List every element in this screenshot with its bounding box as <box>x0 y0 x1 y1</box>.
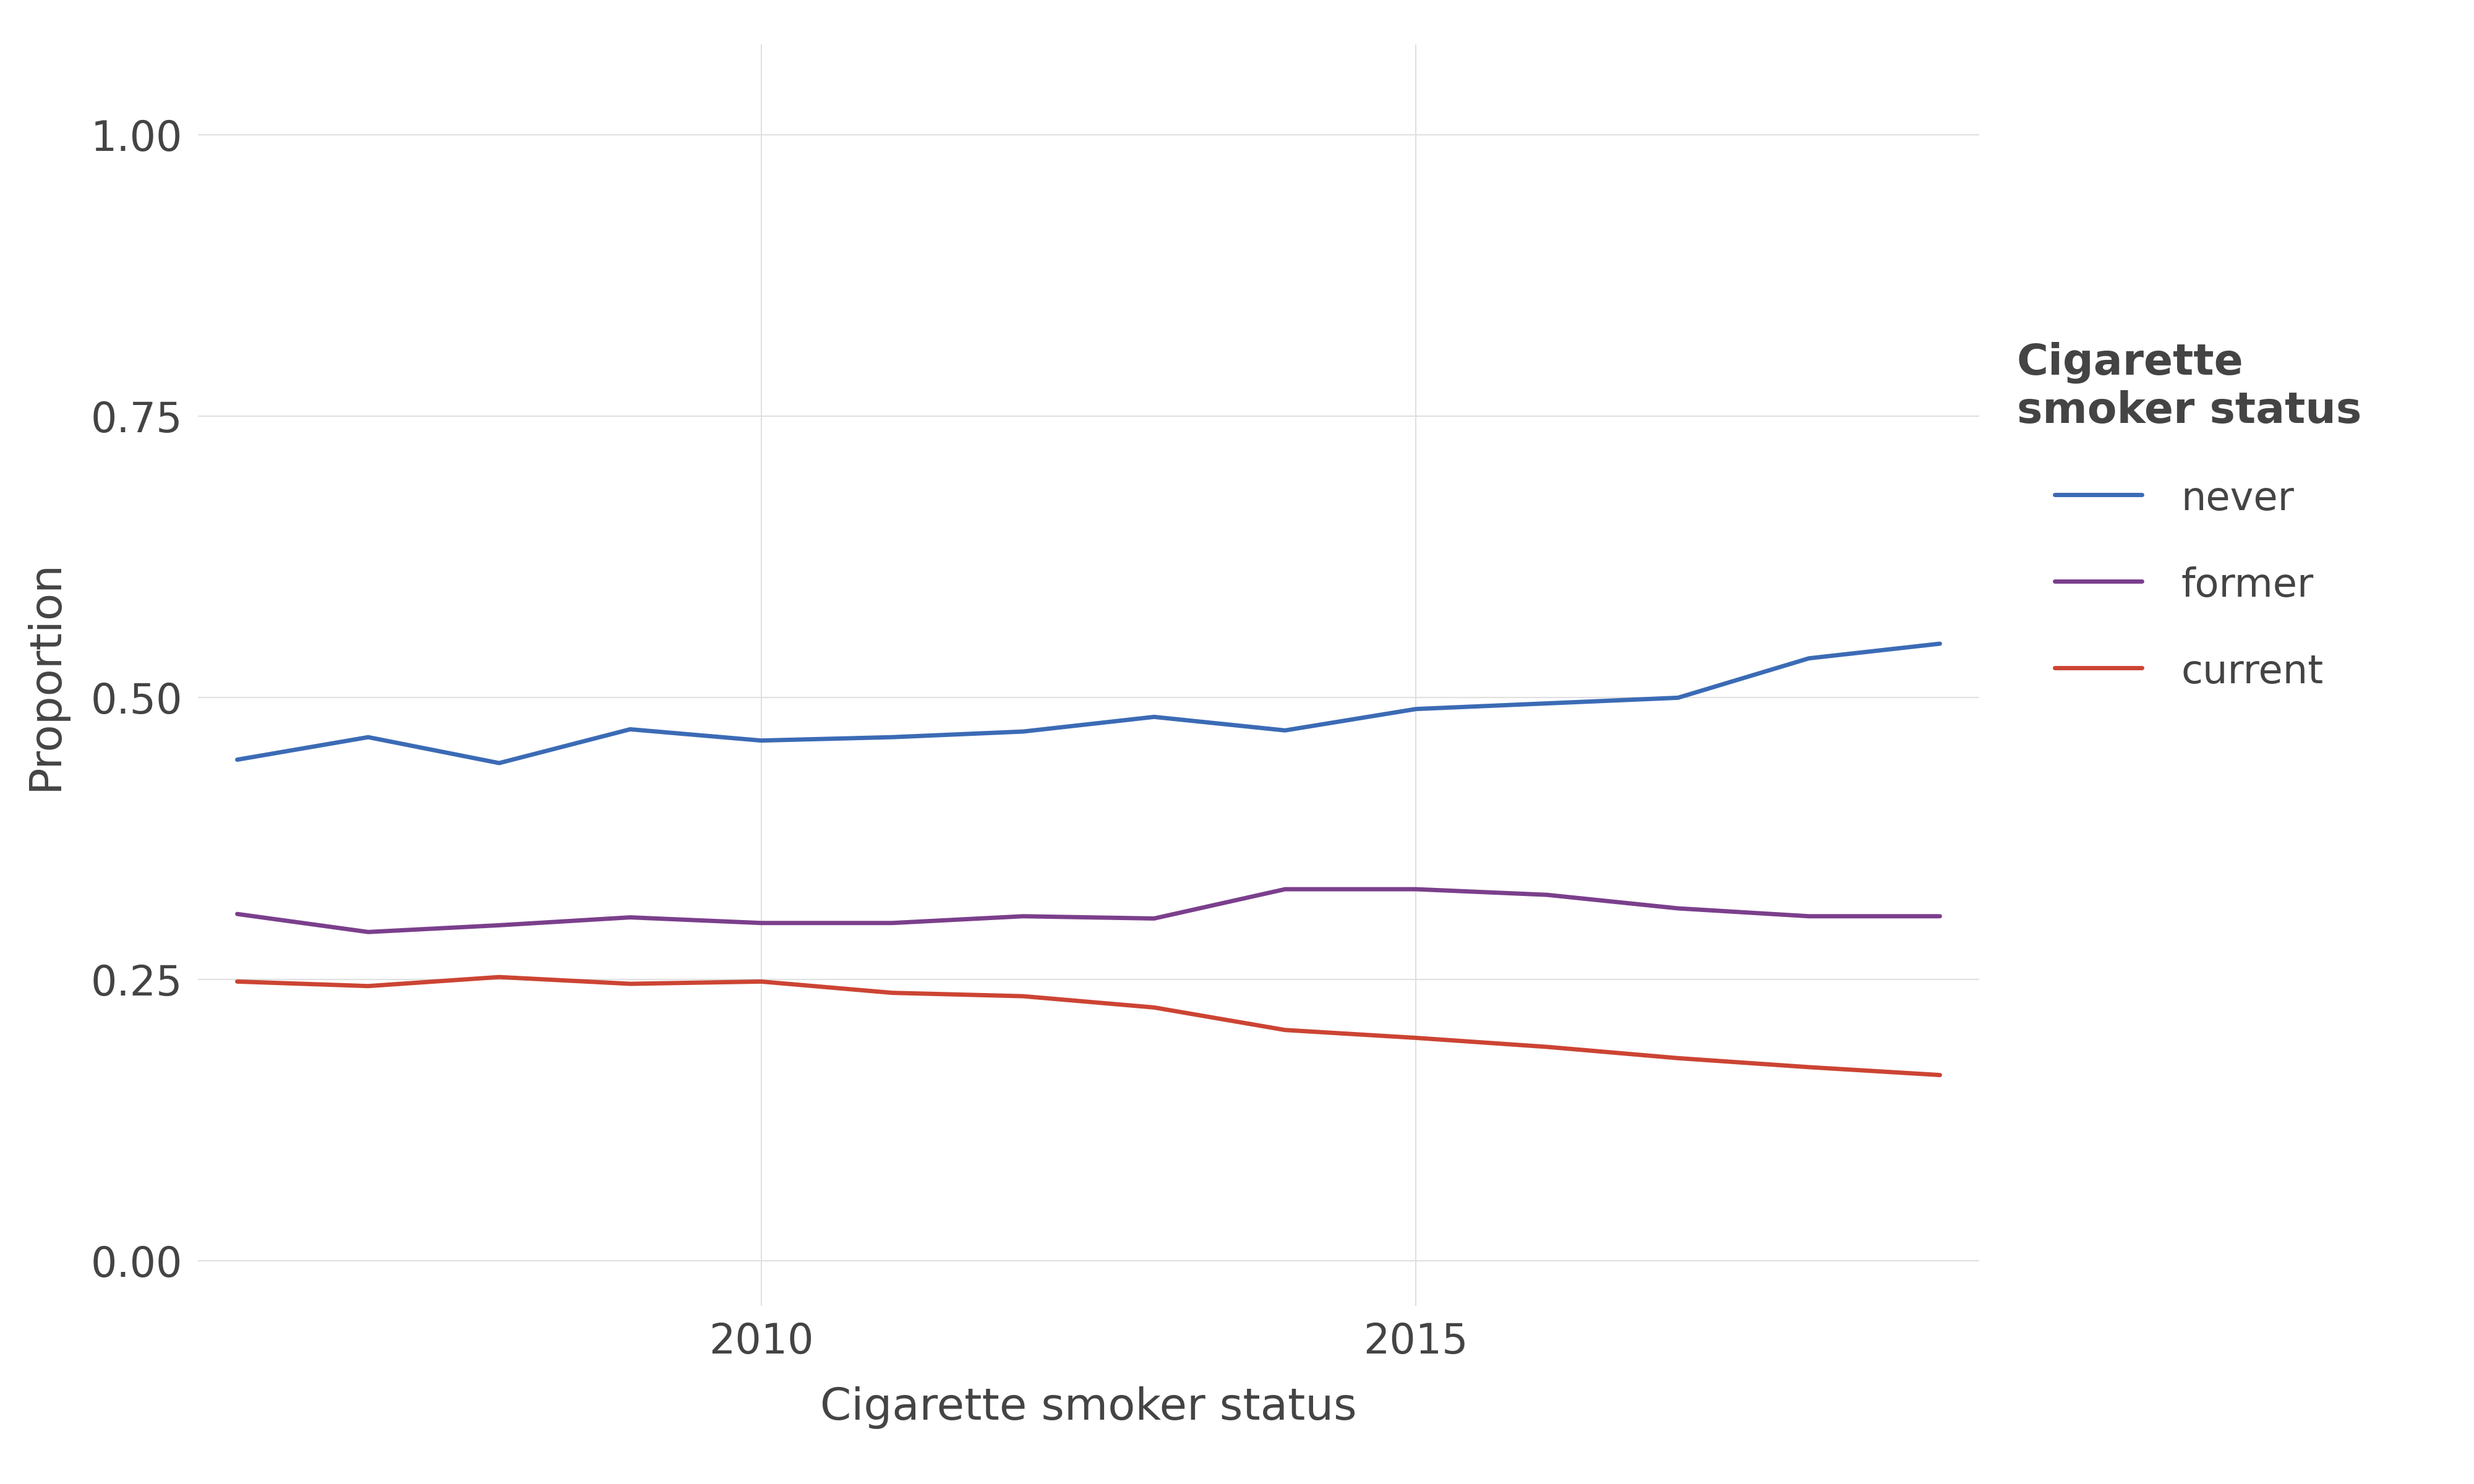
former <box>354 923 383 941</box>
former <box>1009 907 1039 925</box>
current <box>1531 1037 1561 1055</box>
former <box>485 916 515 933</box>
current <box>747 972 777 990</box>
former <box>1925 907 1954 925</box>
current <box>1138 999 1168 1017</box>
never <box>1400 700 1430 718</box>
never <box>1531 695 1561 712</box>
current <box>1663 1049 1692 1067</box>
current <box>616 975 646 993</box>
former <box>1663 899 1692 917</box>
never <box>1925 635 1954 653</box>
former <box>1269 880 1299 898</box>
current <box>1269 1021 1299 1039</box>
current <box>1009 987 1039 1005</box>
former <box>1531 886 1561 904</box>
Line: current: current <box>238 976 1940 1074</box>
never <box>1794 650 1823 668</box>
never <box>223 751 252 769</box>
former <box>1400 880 1430 898</box>
never <box>1138 708 1168 726</box>
Y-axis label: Proportion: Proportion <box>25 559 67 791</box>
never <box>1663 689 1692 706</box>
Legend: never, former, current: never, former, current <box>2016 341 2360 692</box>
never <box>354 729 383 746</box>
never <box>747 732 777 749</box>
former <box>878 914 908 932</box>
Line: former: former <box>238 889 1940 932</box>
former <box>616 908 646 926</box>
never <box>878 729 908 746</box>
former <box>223 905 252 923</box>
current <box>223 972 252 990</box>
never <box>1009 723 1039 741</box>
former <box>1794 907 1823 925</box>
former <box>1138 910 1168 927</box>
current <box>1400 1028 1430 1046</box>
Line: never: never <box>238 644 1940 763</box>
current <box>1925 1066 1954 1083</box>
current <box>354 976 383 994</box>
never <box>1269 721 1299 739</box>
never <box>485 754 515 772</box>
current <box>485 968 515 985</box>
never <box>616 720 646 738</box>
current <box>1794 1058 1823 1076</box>
former <box>747 914 777 932</box>
X-axis label: Cigarette smoker status: Cigarette smoker status <box>821 1386 1356 1429</box>
current <box>878 984 908 1002</box>
